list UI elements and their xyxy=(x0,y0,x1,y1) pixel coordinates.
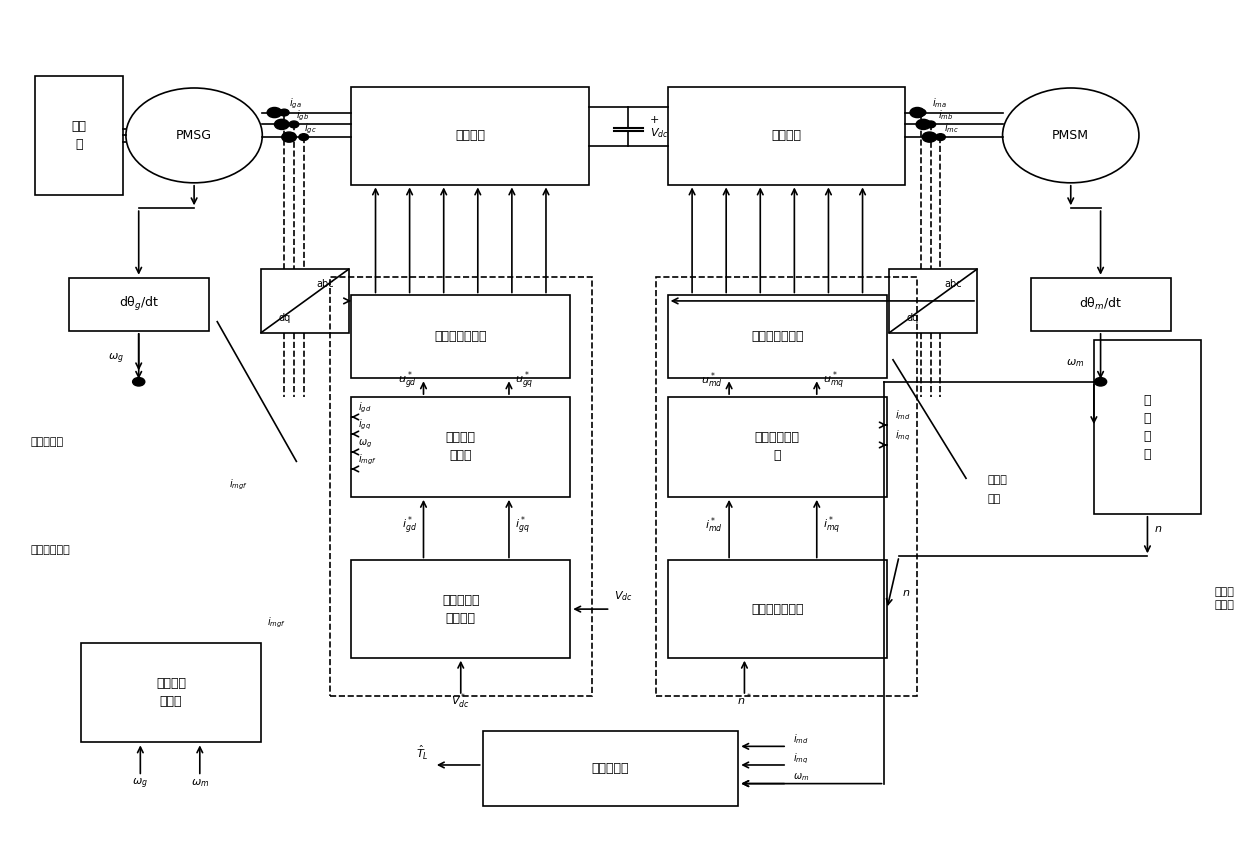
Text: $u^*_{gd}$: $u^*_{gd}$ xyxy=(398,369,418,392)
Text: abc: abc xyxy=(945,279,962,289)
Text: 第一母线电
压控制器: 第一母线电 压控制器 xyxy=(441,593,480,625)
Circle shape xyxy=(936,133,945,140)
Text: $u^*_{md}$: $u^*_{md}$ xyxy=(702,370,723,390)
Text: $i^*_{gq}$: $i^*_{gq}$ xyxy=(515,515,529,537)
Circle shape xyxy=(133,378,145,386)
Text: +: + xyxy=(650,115,660,125)
Text: 电动机
控制器: 电动机 控制器 xyxy=(1214,587,1234,610)
Text: 原动
机: 原动 机 xyxy=(72,120,87,150)
Text: 发电机控制器: 发电机控制器 xyxy=(31,545,71,555)
Bar xyxy=(1030,278,1171,331)
Bar xyxy=(351,87,589,185)
Circle shape xyxy=(916,120,931,129)
Text: $i_{mgf}$: $i_{mgf}$ xyxy=(229,477,248,492)
Text: $n^*$: $n^*$ xyxy=(737,691,751,708)
Text: PMSG: PMSG xyxy=(176,129,212,142)
Text: 换器: 换器 xyxy=(988,494,1001,504)
Circle shape xyxy=(910,108,925,118)
Text: $\omega_m$: $\omega_m$ xyxy=(191,777,210,788)
Circle shape xyxy=(1095,378,1106,386)
Text: $i_{gq}$: $i_{gq}$ xyxy=(358,417,372,432)
Circle shape xyxy=(267,108,281,118)
Circle shape xyxy=(289,121,299,127)
Bar xyxy=(68,278,208,331)
Text: $V_{dc}$: $V_{dc}$ xyxy=(614,589,632,603)
Bar xyxy=(35,76,124,195)
Text: dq: dq xyxy=(279,313,291,323)
Text: dθ$_g$/dt: dθ$_g$/dt xyxy=(119,295,159,313)
Circle shape xyxy=(279,109,289,116)
Text: 转矩电流
转换器: 转矩电流 转换器 xyxy=(156,677,186,708)
Text: $i_{mc}$: $i_{mc}$ xyxy=(944,121,959,135)
Bar xyxy=(656,277,918,696)
Text: $i_{mq}$: $i_{mq}$ xyxy=(895,428,911,443)
Text: $i_{mb}$: $i_{mb}$ xyxy=(937,109,954,122)
Text: $i_{md}$: $i_{md}$ xyxy=(895,408,911,422)
Bar xyxy=(667,87,905,185)
Circle shape xyxy=(923,132,936,142)
Bar xyxy=(81,643,262,742)
Bar xyxy=(482,732,738,806)
Circle shape xyxy=(281,132,296,142)
Bar xyxy=(351,397,570,497)
Circle shape xyxy=(274,120,289,129)
Text: $i_{mgf}$: $i_{mgf}$ xyxy=(267,616,286,630)
Text: $i^*_{gd}$: $i^*_{gd}$ xyxy=(403,515,418,537)
Bar xyxy=(351,560,570,657)
Text: $V_{dc}$: $V_{dc}$ xyxy=(650,127,668,140)
Text: $i^*_{md}$: $i^*_{md}$ xyxy=(706,516,723,535)
Text: 第二ＳＶＰＷＭ: 第二ＳＶＰＷＭ xyxy=(751,330,804,344)
Bar xyxy=(331,277,593,696)
Bar xyxy=(667,397,887,497)
Text: 第一转换器: 第一转换器 xyxy=(31,437,64,447)
Text: $i_{gc}$: $i_{gc}$ xyxy=(304,121,316,136)
Text: $\omega_g$: $\omega_g$ xyxy=(358,438,373,450)
Text: dq: dq xyxy=(906,313,919,323)
Circle shape xyxy=(299,133,309,140)
Text: 整流电路: 整流电路 xyxy=(455,129,485,142)
Text: $\omega_g$: $\omega_g$ xyxy=(133,776,149,791)
Text: 第二电流控制
器: 第二电流控制 器 xyxy=(755,432,800,463)
Text: 第一电流
控制器: 第一电流 控制器 xyxy=(445,432,476,463)
Text: $i_{gb}$: $i_{gb}$ xyxy=(296,109,310,123)
Circle shape xyxy=(916,109,926,116)
Text: $n$: $n$ xyxy=(1153,524,1162,534)
Text: $i_{md}$: $i_{md}$ xyxy=(794,732,808,746)
Text: $i_{gd}$: $i_{gd}$ xyxy=(358,401,372,415)
Text: $\hat{T}_L$: $\hat{T}_L$ xyxy=(415,744,429,762)
Text: $V^*_{dc}$: $V^*_{dc}$ xyxy=(451,691,470,711)
Bar xyxy=(667,296,887,379)
Text: PMSM: PMSM xyxy=(1053,129,1089,142)
Bar xyxy=(889,269,977,333)
Text: $n$: $n$ xyxy=(901,588,910,598)
Text: $\omega_m$: $\omega_m$ xyxy=(794,771,810,783)
Text: 电机转速控制器: 电机转速控制器 xyxy=(751,603,804,616)
Text: dθ$_m$/dt: dθ$_m$/dt xyxy=(1079,297,1122,312)
Text: $i^*_{mq}$: $i^*_{mq}$ xyxy=(823,515,841,537)
Bar xyxy=(351,296,570,379)
Text: $\omega_m$: $\omega_m$ xyxy=(1066,357,1085,369)
Text: 第二转: 第二转 xyxy=(988,475,1008,485)
Text: $i_{ma}$: $i_{ma}$ xyxy=(932,97,947,110)
Text: 转
速
计
算: 转 速 计 算 xyxy=(1143,393,1151,461)
Text: $i_{mq}$: $i_{mq}$ xyxy=(794,752,808,765)
Text: 第一ＳＶＰＷＭ: 第一ＳＶＰＷＭ xyxy=(434,330,487,344)
Text: $u^*_{gq}$: $u^*_{gq}$ xyxy=(515,369,533,392)
Bar xyxy=(667,560,887,657)
Text: $i_{ga}$: $i_{ga}$ xyxy=(289,97,301,111)
Text: 转矩观测器: 转矩观测器 xyxy=(591,762,629,775)
Text: 逆变电路: 逆变电路 xyxy=(771,129,801,142)
Circle shape xyxy=(926,121,936,127)
Bar xyxy=(262,269,348,333)
Text: $u^*_{mq}$: $u^*_{mq}$ xyxy=(823,369,844,392)
Text: abc: abc xyxy=(316,279,334,289)
Bar xyxy=(1094,340,1202,514)
Text: $\omega_g$: $\omega_g$ xyxy=(108,352,124,367)
Text: $i_{mgf}$: $i_{mgf}$ xyxy=(358,452,377,467)
